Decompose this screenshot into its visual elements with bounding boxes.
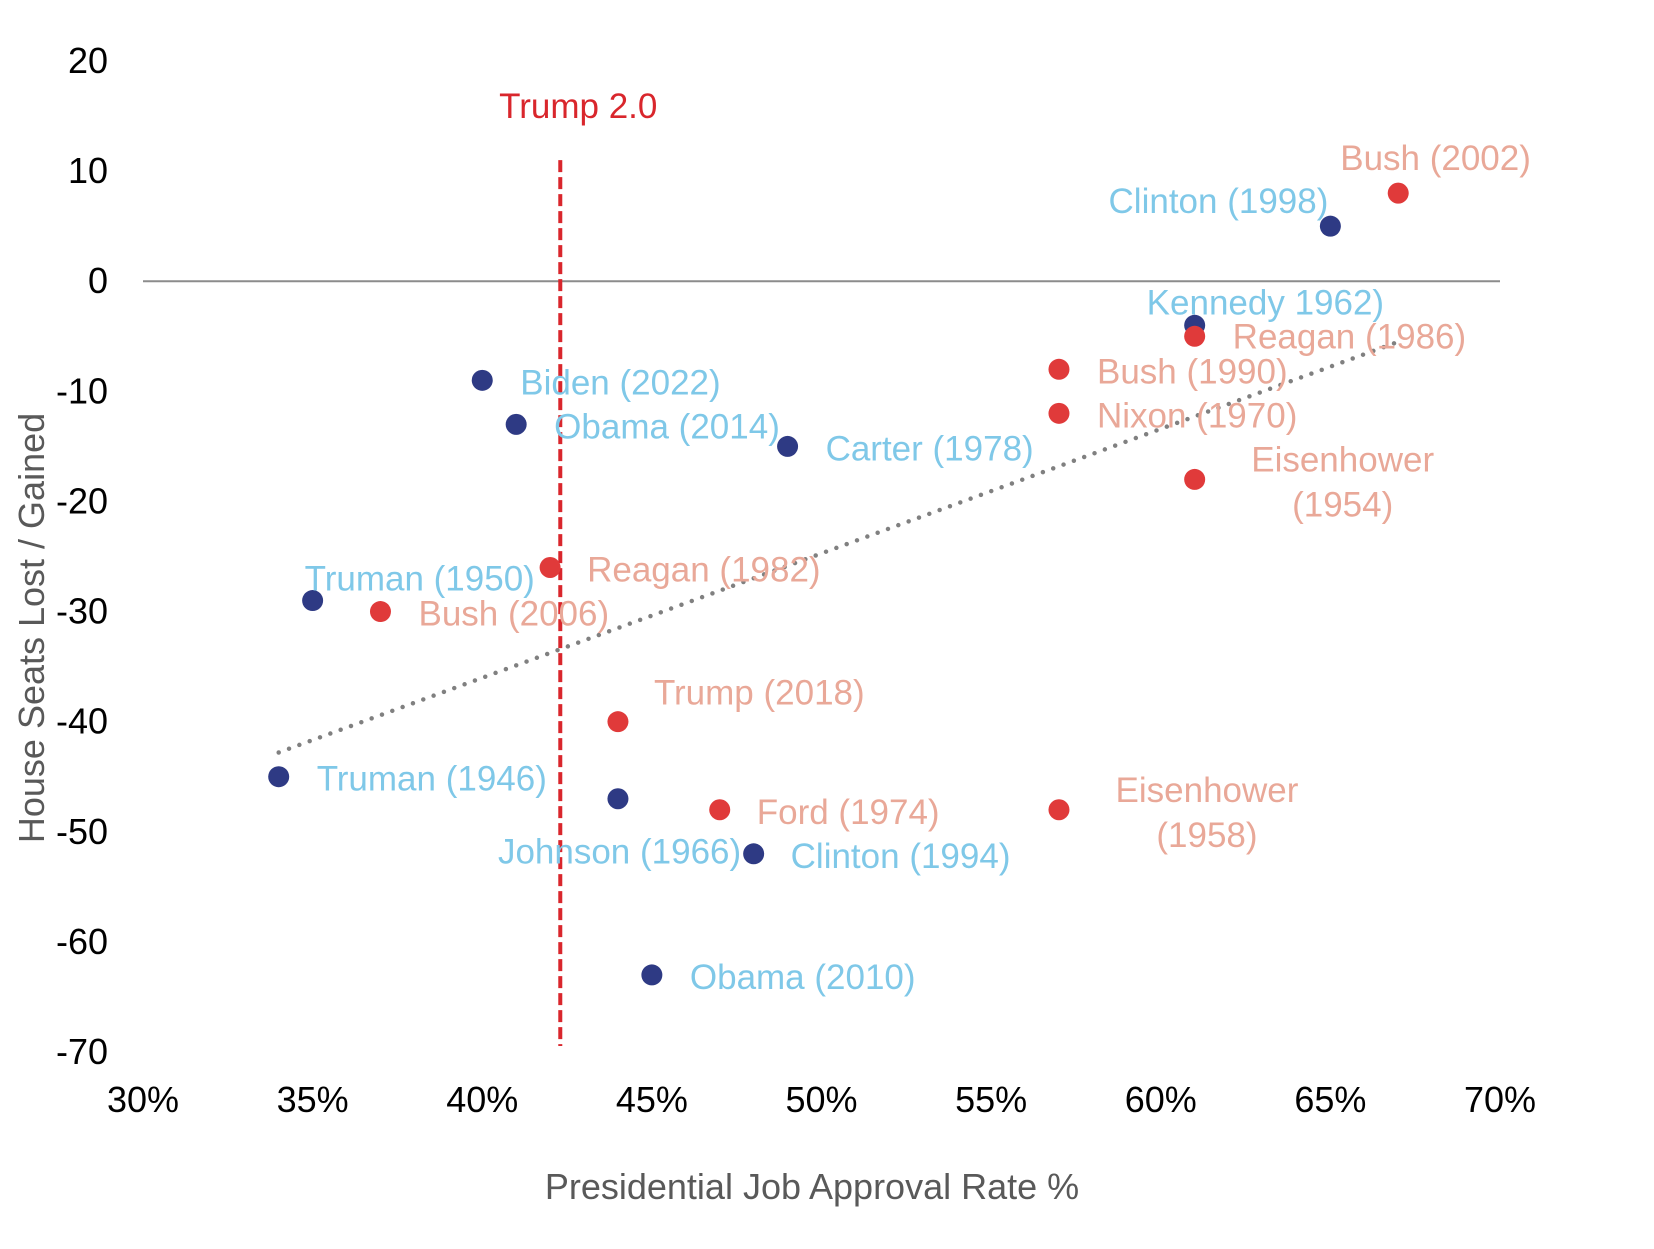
- point-label-ford-1974: Ford (1974): [757, 793, 940, 832]
- point-label-line: Eisenhower: [1251, 440, 1434, 479]
- point-label-carter-1978: Carter (1978): [826, 429, 1034, 468]
- point-label-johnson-1966: Johnson (1966): [498, 833, 741, 872]
- point-trump-2018: [607, 711, 629, 733]
- y-tick-label: -10: [56, 370, 108, 411]
- point-label-obama-2010: Obama (2010): [690, 958, 916, 997]
- point-eisenhower-1954: [1184, 468, 1206, 490]
- reference-line-label: Trump 2.0: [499, 87, 657, 126]
- x-tick-label: 70%: [1464, 1079, 1536, 1120]
- data-points: [268, 182, 1409, 986]
- point-carter-1978: [777, 435, 799, 457]
- y-tick-label: -40: [56, 701, 108, 742]
- point-label-eisenhower-1954: Eisenhower (1954): [1251, 440, 1434, 524]
- y-tick-label: -60: [56, 921, 108, 962]
- x-tick-label: 45%: [616, 1079, 688, 1120]
- y-axis-title: House Seats Lost / Gained: [11, 413, 52, 843]
- point-label-bush-2006: Bush (2006): [418, 595, 609, 634]
- point-label-biden-2022: Biden (2022): [520, 363, 720, 402]
- y-tick-label: -20: [56, 480, 108, 521]
- point-biden-2022: [471, 369, 493, 391]
- point-bush-2002: [1387, 182, 1409, 204]
- point-label-line: (1954): [1292, 485, 1393, 524]
- y-tick-label: -70: [56, 1031, 108, 1072]
- point-labels: Clinton (1998) Kennedy 1962) Biden (2022) O…: [305, 139, 1531, 997]
- trendline: [276, 339, 1401, 755]
- point-label-reagan-1986: Reagan (1986): [1233, 317, 1467, 356]
- point-eisenhower-1958: [1048, 799, 1070, 821]
- x-tick-label: 65%: [1294, 1079, 1366, 1120]
- x-tick-label: 40%: [446, 1079, 518, 1120]
- x-tick-label: 50%: [785, 1079, 857, 1120]
- x-tick-label: 60%: [1125, 1079, 1197, 1120]
- point-reagan-1986: [1184, 325, 1206, 347]
- y-tick-label: -50: [56, 811, 108, 852]
- x-axis-title: Presidential Job Approval Rate %: [545, 1166, 1079, 1207]
- point-clinton-1994: [743, 843, 765, 865]
- point-johnson-1966: [607, 788, 629, 810]
- point-label-kennedy-1962: Kennedy 1962): [1147, 283, 1384, 322]
- point-label-bush-2002: Bush (2002): [1340, 139, 1531, 178]
- point-truman-1950: [302, 590, 324, 612]
- point-label-bush-1990: Bush (1990): [1097, 352, 1288, 391]
- point-label-clinton-1998: Clinton (1998): [1109, 182, 1329, 221]
- x-tick-label: 30%: [107, 1079, 179, 1120]
- y-tick-label: 0: [88, 260, 108, 301]
- point-label-line: (1958): [1156, 816, 1257, 855]
- point-bush-2006: [369, 601, 391, 623]
- point-clinton-1998: [1319, 215, 1341, 237]
- point-label-eisenhower-1958: Eisenhower (1958): [1116, 771, 1299, 855]
- y-tick-label: 10: [68, 150, 108, 191]
- x-axis-ticks: 30% 35% 40% 45% 50% 55% 60% 65% 70%: [107, 1079, 1536, 1120]
- x-tick-label: 35%: [277, 1079, 349, 1120]
- point-label-clinton-1994: Clinton (1994): [791, 837, 1011, 876]
- point-truman-1946: [268, 766, 290, 788]
- point-ford-1974: [709, 799, 731, 821]
- point-bush-1990: [1048, 358, 1070, 380]
- y-axis-ticks: 20 10 0 -10 -20 -30 -40 -50 -60 -70: [56, 40, 108, 1072]
- point-label-reagan-1982: Reagan (1982): [587, 551, 821, 590]
- point-obama-2014: [505, 413, 527, 435]
- point-obama-2010: [641, 964, 663, 986]
- point-label-truman-1950: Truman (1950): [305, 560, 535, 599]
- point-label-obama-2014: Obama (2014): [554, 407, 780, 446]
- y-tick-label: -30: [56, 591, 108, 632]
- point-label-truman-1946: Truman (1946): [317, 760, 547, 799]
- point-nixon-1970: [1048, 402, 1070, 424]
- point-label-nixon-1970: Nixon (1970): [1097, 396, 1297, 435]
- point-reagan-1982: [539, 557, 561, 579]
- point-label-trump-2018: Trump (2018): [654, 674, 865, 713]
- x-tick-label: 55%: [955, 1079, 1027, 1120]
- y-tick-label: 20: [68, 40, 108, 81]
- point-label-line: Eisenhower: [1116, 771, 1299, 810]
